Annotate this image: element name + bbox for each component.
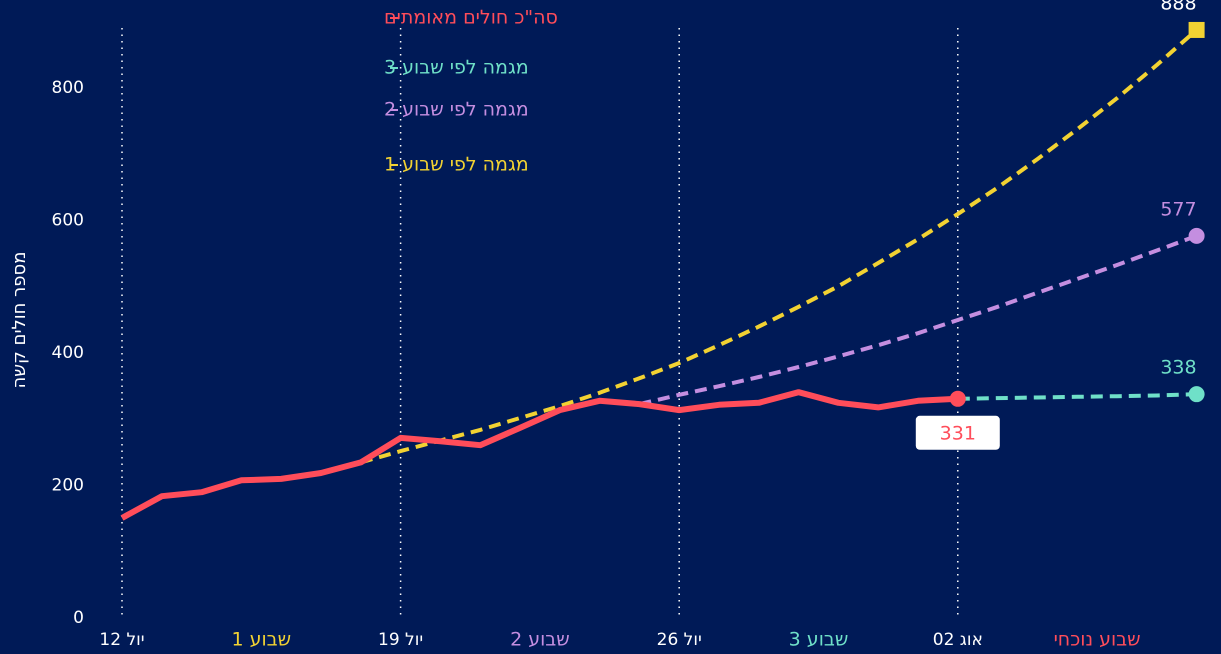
end-marker bbox=[1188, 386, 1205, 403]
week-label: שבוע נוכחי bbox=[1054, 629, 1141, 651]
legend-entry: מגמה לפי שבוע 2 bbox=[384, 99, 529, 121]
y-tick-label: 0 bbox=[73, 608, 84, 628]
week-label: שבוע 2 bbox=[510, 629, 570, 651]
legend-entry: סה"כ חולים מאומתים bbox=[384, 7, 558, 29]
x-tick-label: אוג 02 bbox=[933, 630, 983, 650]
value-box bbox=[915, 415, 1000, 450]
value-label: 577 bbox=[1160, 198, 1196, 220]
end-marker bbox=[949, 390, 966, 407]
series-line bbox=[957, 392, 1197, 401]
y-tick-label: 800 bbox=[52, 78, 84, 98]
series-line bbox=[120, 389, 958, 521]
legend-entry: מגמה לפי שבוע 3 bbox=[384, 57, 529, 79]
x-tick-label: יול 12 bbox=[99, 630, 144, 650]
value-label: 338 bbox=[1160, 357, 1196, 379]
legend-entry: מגמה לפי שבוע 1 bbox=[384, 154, 529, 176]
series-line bbox=[638, 234, 1198, 407]
y-tick-label: 400 bbox=[52, 343, 84, 363]
y-tick-label: 600 bbox=[52, 211, 84, 231]
week-label: שבוע 1 bbox=[231, 629, 291, 651]
y-tick-label: 200 bbox=[52, 476, 84, 496]
end-marker bbox=[1188, 21, 1205, 38]
end-marker bbox=[1188, 227, 1205, 244]
x-tick-label: יול 19 bbox=[378, 630, 423, 650]
week-label: שבוע 3 bbox=[789, 629, 849, 651]
x-tick-label: יול 26 bbox=[657, 630, 702, 650]
y-axis-label: מספר חולים קשה bbox=[9, 252, 30, 389]
series-line bbox=[360, 28, 1198, 465]
value-label: 888 bbox=[1160, 0, 1196, 14]
value-label: 331 bbox=[940, 422, 976, 444]
